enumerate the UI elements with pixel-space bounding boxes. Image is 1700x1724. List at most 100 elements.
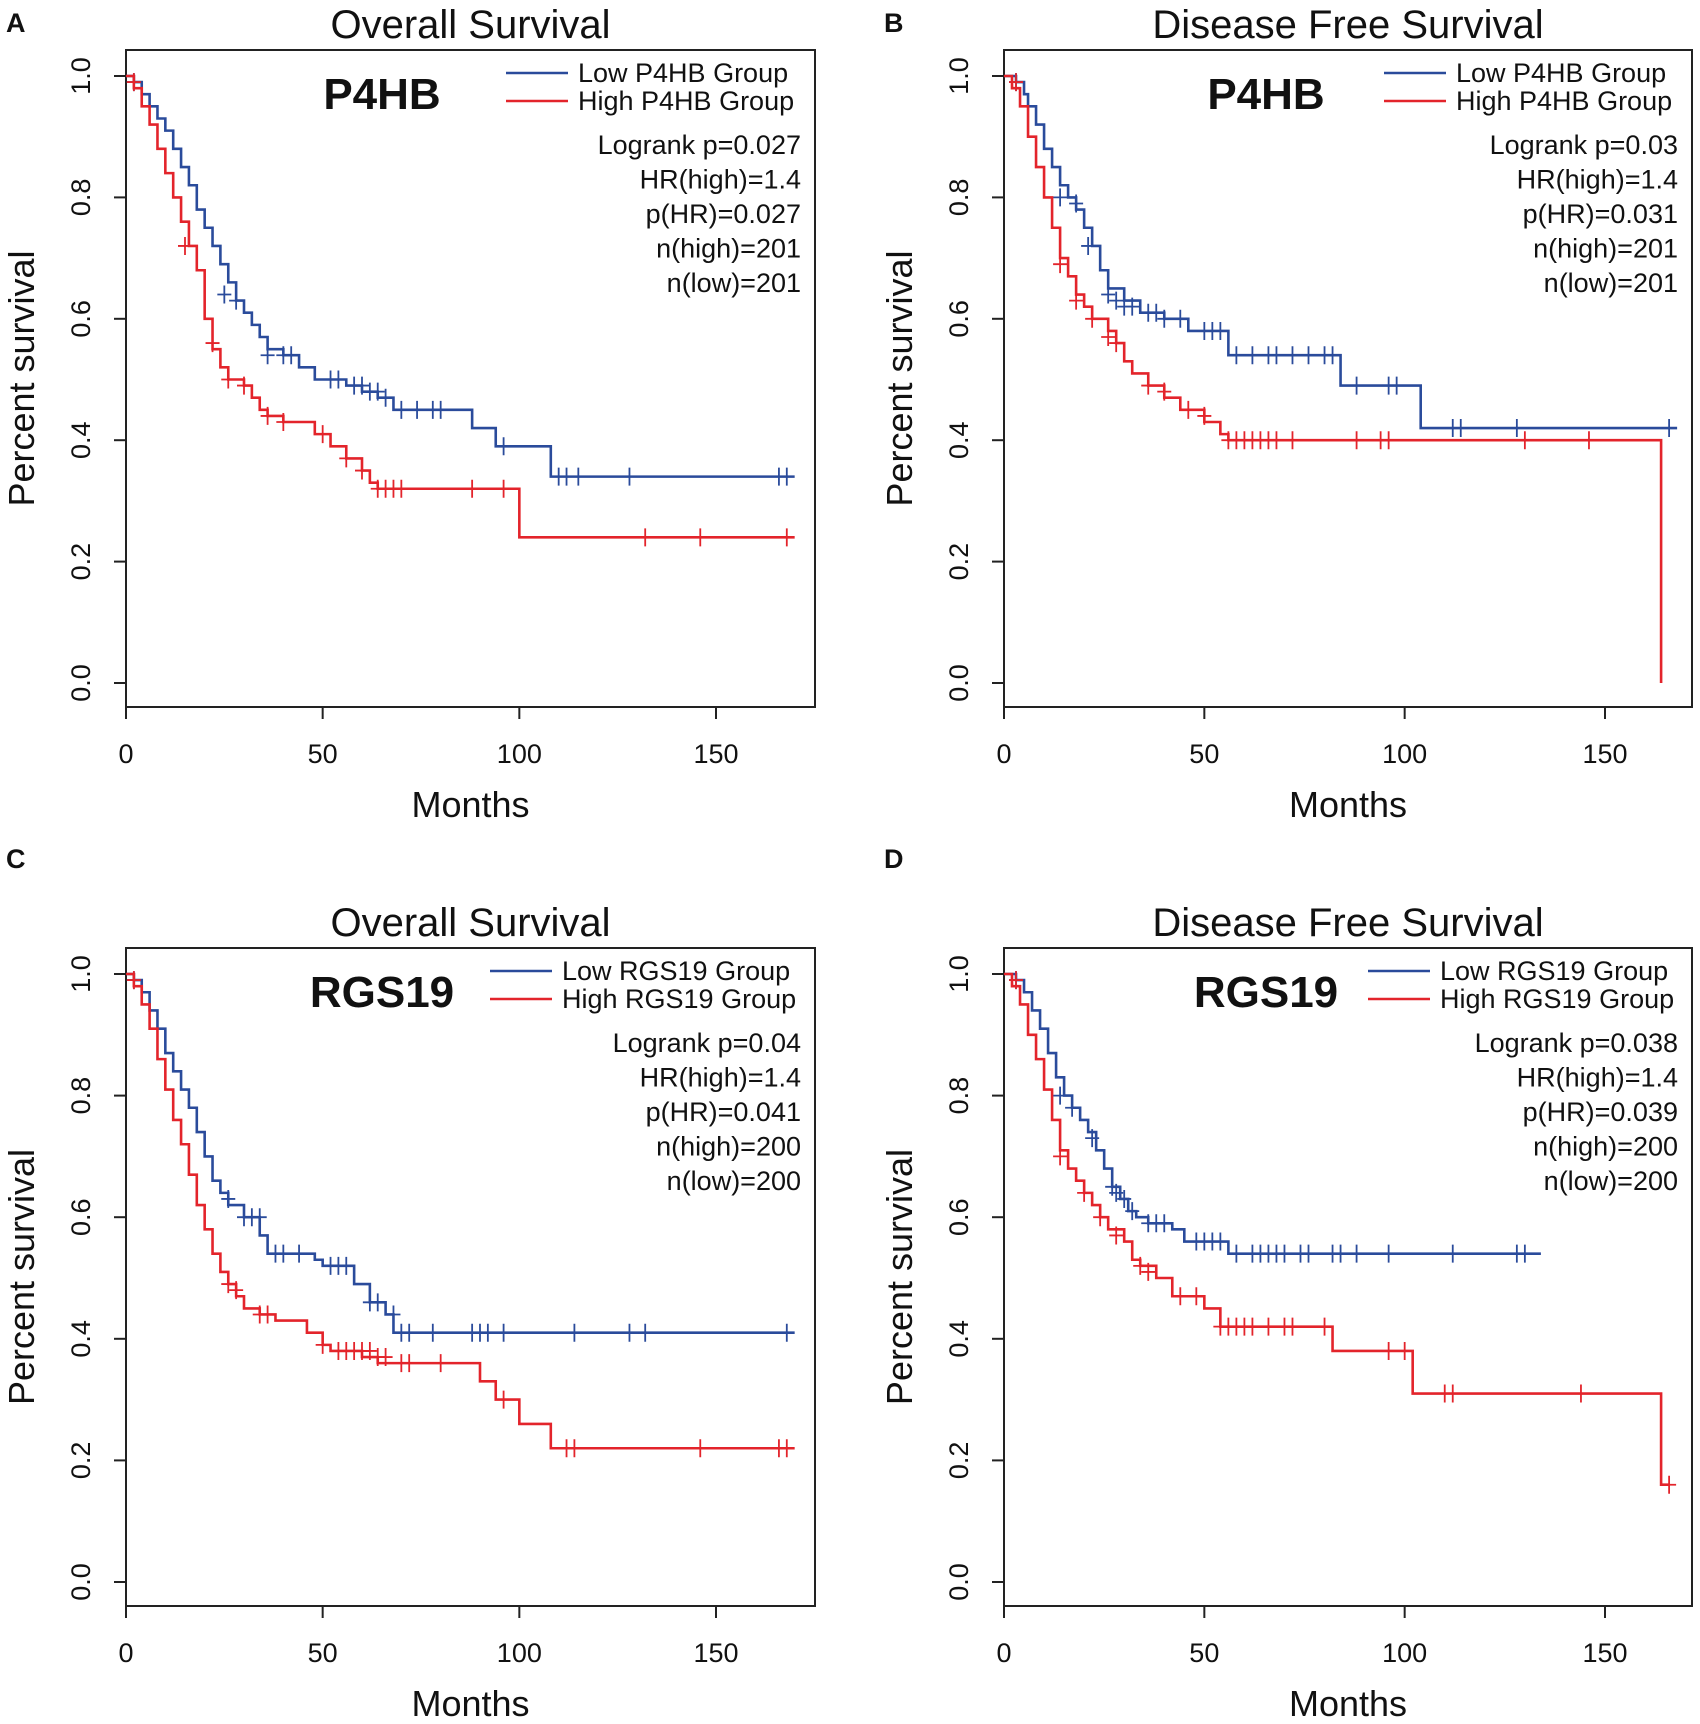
censor-mark-low [378, 388, 393, 407]
censor-mark-low [260, 346, 275, 365]
censor-mark-low [292, 1244, 307, 1263]
y-tick-label: 0.0 [66, 1563, 96, 1601]
y-tick-label: 0.8 [944, 1077, 974, 1115]
censor-mark-low [1213, 1232, 1228, 1251]
x-axis-label: Months [1289, 784, 1407, 825]
stat-line: n(low)=201 [667, 268, 801, 298]
censor-mark-high [779, 528, 794, 547]
censor-mark-high [178, 236, 192, 255]
censor-mark-high [1397, 1341, 1412, 1360]
censor-mark-low [1053, 1086, 1068, 1105]
censor-mark-low [1109, 291, 1124, 310]
plot-frame [125, 49, 816, 708]
y-tick-label: 0.6 [66, 1198, 96, 1236]
censor-mark-low [1509, 419, 1524, 438]
y-axis-label: Percent survival [1, 250, 42, 506]
censor-mark-high [1517, 431, 1532, 450]
censor-mark-high [1085, 309, 1100, 328]
censor-mark-low [386, 1305, 401, 1324]
gene-label: RGS19 [1194, 968, 1338, 1017]
censor-mark-low [1349, 1244, 1364, 1263]
censor-mark-high [693, 1439, 708, 1458]
censor-mark-high [1009, 73, 1024, 92]
censor-mark-low [1157, 309, 1172, 328]
stat-line: n(high)=200 [656, 1132, 801, 1162]
x-tick-label: 50 [308, 739, 338, 769]
censor-mark-low [355, 376, 369, 395]
censor-mark-low [480, 1323, 495, 1342]
legend-label: High RGS19 Group [1440, 984, 1674, 1014]
censor-mark-low [1389, 376, 1404, 395]
censor-mark-low [496, 437, 511, 456]
censor-mark-low [1325, 346, 1340, 365]
censor-mark-high [1381, 1341, 1396, 1360]
x-tick-label: 0 [996, 1638, 1011, 1668]
censor-mark-high [1581, 431, 1596, 450]
censor-mark-high [362, 1341, 377, 1360]
y-tick-label: 1.0 [66, 955, 96, 993]
stat-line: Logrank p=0.027 [598, 130, 801, 160]
censor-mark-low [779, 1323, 794, 1342]
censor-mark-high [1109, 1226, 1124, 1245]
censor-mark-high [1141, 1262, 1156, 1281]
stat-line: HR(high)=1.4 [1517, 165, 1678, 195]
stat-line: HR(high)=1.4 [640, 165, 801, 195]
x-axis-label: Months [411, 1683, 529, 1724]
plot-frame [1003, 49, 1693, 708]
censor-mark-low [779, 467, 794, 486]
y-tick-label: 1.0 [66, 57, 96, 95]
plot-frame [1003, 947, 1693, 1607]
censor-mark-high [638, 528, 653, 547]
censor-mark-low [370, 382, 385, 401]
censor-mark-high [126, 73, 141, 92]
panel-letter: D [884, 844, 904, 874]
stat-line: n(low)=201 [1544, 268, 1678, 298]
censor-mark-low [622, 467, 637, 486]
x-tick-label: 100 [497, 1638, 542, 1668]
censor-mark-low [1285, 346, 1300, 365]
censor-mark-high [260, 406, 275, 425]
x-tick-label: 150 [693, 739, 738, 769]
censor-mark-low [1445, 1244, 1460, 1263]
censor-mark-low [1381, 1244, 1396, 1263]
censor-mark-high [1157, 382, 1172, 401]
censor-mark-high [496, 1390, 511, 1409]
censor-mark-low [331, 370, 346, 389]
censor-mark-high [1197, 406, 1212, 425]
y-tick-label: 0.4 [66, 1320, 96, 1358]
y-tick-label: 0.0 [944, 664, 974, 702]
censor-mark-low [370, 1293, 385, 1312]
censor-mark-high [1133, 1256, 1148, 1275]
x-axis-label: Months [411, 784, 529, 825]
y-tick-label: 0.8 [944, 179, 974, 217]
stat-line: Logrank p=0.038 [1475, 1028, 1678, 1058]
panel-letter: A [6, 8, 26, 38]
censor-mark-high [1269, 431, 1284, 450]
censor-mark-high [221, 370, 236, 389]
legend-label: Low RGS19 Group [562, 956, 790, 986]
censor-mark-low [1453, 419, 1468, 438]
censor-mark-low [1662, 419, 1677, 438]
censor-mark-low [1229, 1244, 1244, 1263]
censor-mark-low [1069, 194, 1084, 213]
stat-line: Logrank p=0.04 [613, 1028, 801, 1058]
y-tick-label: 1.0 [944, 955, 974, 993]
censor-mark-low [1101, 285, 1116, 304]
censor-mark-low [1149, 303, 1164, 322]
censor-mark-low [433, 400, 448, 419]
x-tick-label: 100 [497, 739, 542, 769]
panel-letter: C [6, 844, 26, 874]
stat-line: p(HR)=0.031 [1523, 199, 1678, 229]
legend-label: High RGS19 Group [562, 984, 796, 1014]
chart-panel-d: D Disease Free Survival 0 50 100 150 Months 0.0… [879, 844, 1693, 1724]
censor-mark-low [1333, 1244, 1348, 1263]
censor-mark-high [1141, 376, 1156, 395]
y-tick-label: 0.8 [66, 1077, 96, 1115]
censor-mark-high [1101, 328, 1116, 347]
y-tick-label: 0.2 [66, 1442, 96, 1480]
censor-mark-high [394, 479, 409, 498]
x-tick-label: 100 [1382, 1638, 1427, 1668]
censor-mark-low [394, 400, 409, 419]
y-tick-label: 0.0 [944, 1563, 974, 1601]
y-axis-label: Percent survival [1, 1149, 42, 1405]
